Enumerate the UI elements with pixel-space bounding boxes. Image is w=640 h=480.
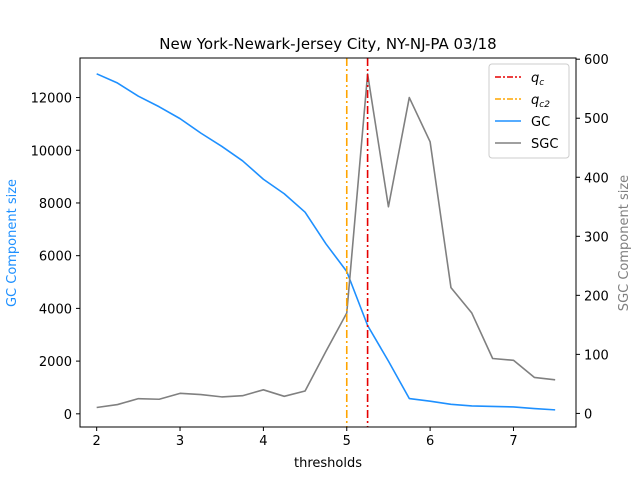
y-right-tick-label: 200 [584, 289, 609, 304]
x-tick-label: 7 [509, 434, 517, 449]
y-right-tick-label: 0 [584, 407, 592, 422]
y-axis-right-label: SGC Component size [617, 175, 632, 311]
y-left-tick-label: 4000 [39, 302, 72, 317]
x-axis: 2 3 4 5 6 7 [93, 427, 518, 449]
legend-label: qc [531, 71, 544, 88]
y-right-tick-label: 100 [584, 348, 609, 363]
y-left-tick-label: 2000 [39, 355, 72, 370]
y-right-tick-label: 400 [584, 171, 609, 186]
x-axis-label: thresholds [294, 456, 362, 471]
series-line-sgc [96, 73, 556, 409]
legend-label: SGC [531, 137, 558, 152]
y-axis-right: 0 100 200 300 400 500 600 [576, 53, 609, 422]
y-right-tick-label: 600 [584, 53, 609, 68]
series-line-gc [96, 73, 556, 411]
axes-frame [79, 57, 577, 428]
x-tick-label: 4 [259, 434, 267, 449]
y-right-tick-label: 500 [584, 112, 609, 127]
chart-title: New York-Newark-Jersey City, NY-NJ-PA 03… [159, 35, 496, 53]
legend-label: qc2 [531, 93, 550, 110]
y-axis-left-label: GC Component size [5, 179, 20, 307]
y-left-tick-label: 12000 [31, 92, 72, 107]
legend-label: GC [531, 115, 550, 130]
y-left-tick-label: 10000 [31, 144, 72, 159]
y-axis-left: 0 2000 4000 6000 8000 10000 12000 [31, 92, 80, 423]
x-tick-label: 5 [343, 434, 351, 449]
y-left-tick-label: 0 [64, 408, 72, 423]
legend: qc qc2 GC SGC [488, 63, 570, 159]
legend-box [488, 63, 570, 159]
plot-area [96, 58, 556, 427]
y-left-tick-label: 8000 [39, 197, 72, 212]
x-tick-label: 6 [426, 434, 434, 449]
y-right-tick-label: 300 [584, 230, 609, 245]
x-tick-label: 3 [176, 434, 184, 449]
y-left-tick-label: 6000 [39, 250, 72, 265]
x-tick-label: 2 [93, 434, 101, 449]
